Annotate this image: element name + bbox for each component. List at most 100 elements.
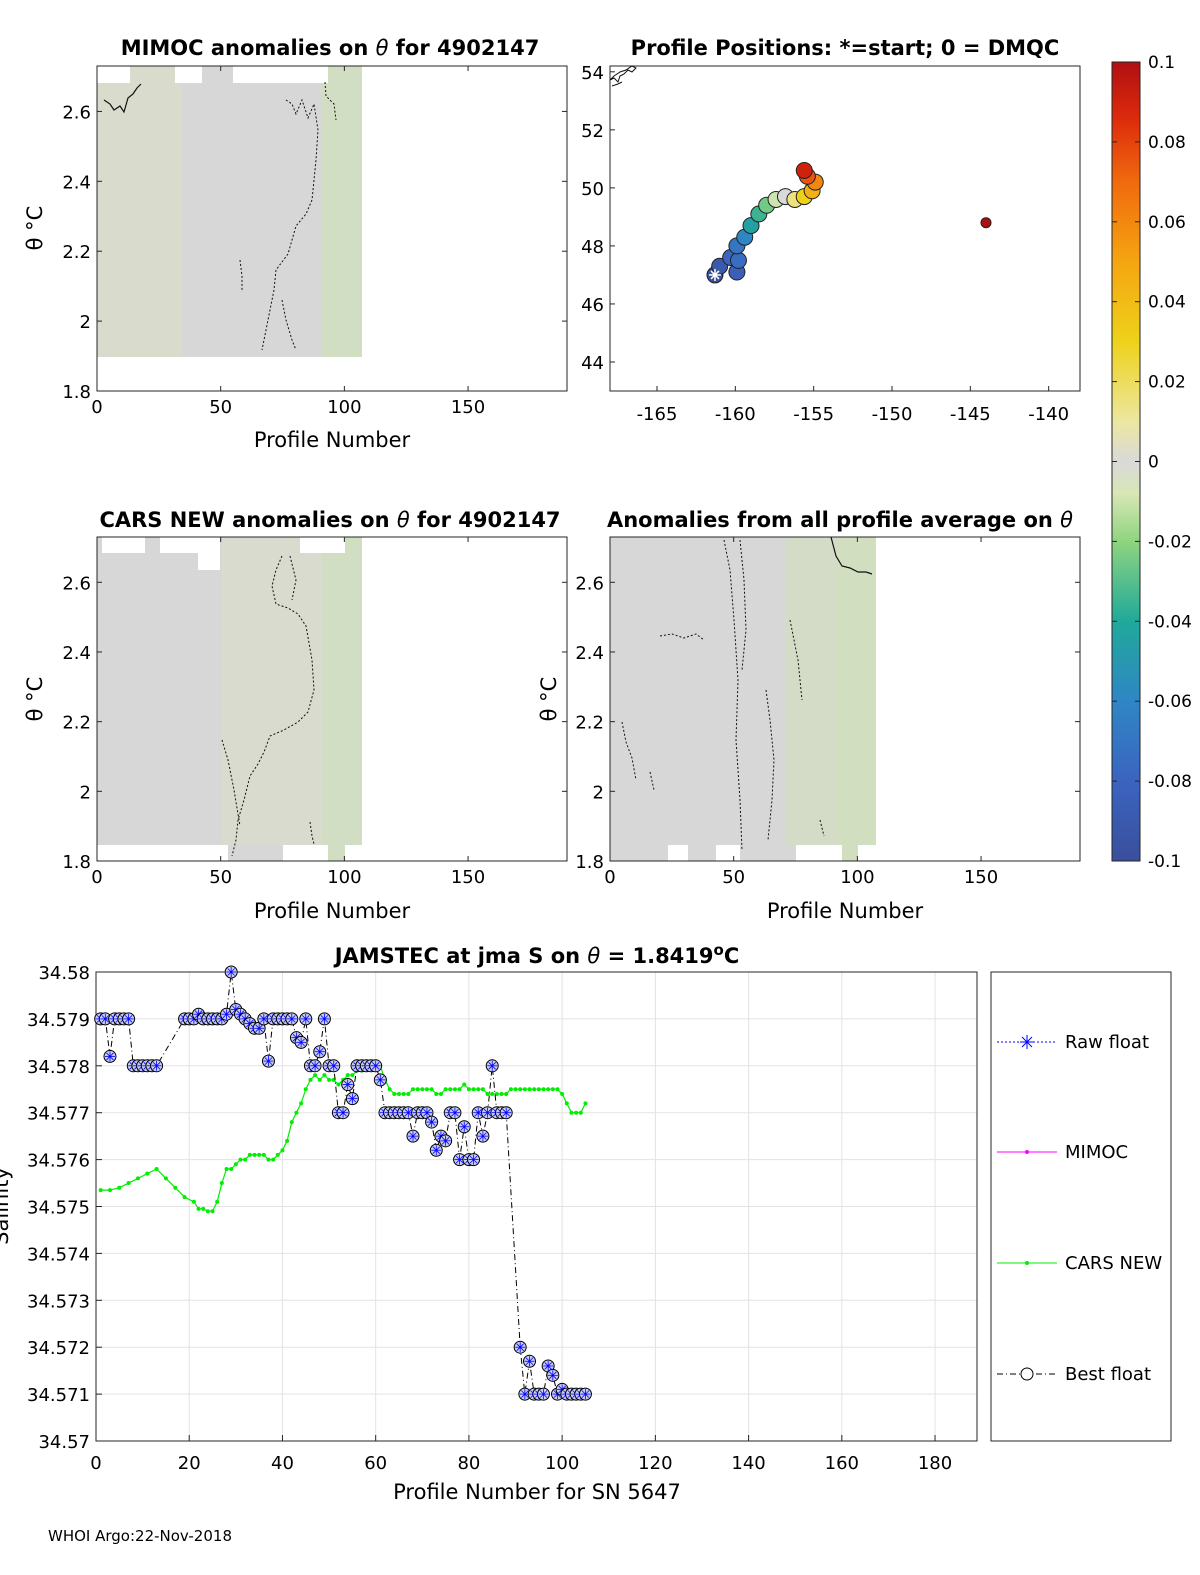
best-float-point <box>448 1106 462 1120</box>
best-float-point <box>261 1054 275 1068</box>
allavg-contour-dotted <box>621 721 637 781</box>
cars-heatmap-gap <box>102 537 145 553</box>
best-float-point <box>308 1059 322 1073</box>
x-tick-label: 150 <box>964 867 998 888</box>
cars-new-point <box>275 1152 280 1157</box>
mimoc-contour-dotted <box>324 81 337 121</box>
cars-new-point <box>420 1087 425 1092</box>
best-float-point <box>401 1106 415 1120</box>
x-tick-label: 180 <box>918 1453 952 1474</box>
cars-new-point <box>261 1152 266 1157</box>
x-tick-label: 100 <box>327 867 361 888</box>
best-float-point <box>546 1368 560 1382</box>
cars-new-point <box>424 1087 429 1092</box>
best-float-point <box>224 965 238 979</box>
cars-new-point <box>308 1077 313 1082</box>
y-tick-label: 34.573 <box>27 1291 90 1312</box>
cars-new-point <box>98 1188 103 1193</box>
colorbar-tick-label: 0.08 <box>1148 133 1186 153</box>
best-float-point <box>150 1059 164 1073</box>
x-tick-label: 50 <box>722 867 745 888</box>
cars-new-point <box>345 1073 350 1078</box>
cars-new-point <box>117 1185 122 1190</box>
allavg-title: Anomalies from all profile average on θ <box>607 508 1073 532</box>
cars-heatmap-gap <box>160 537 198 553</box>
cars-ylabel: θ °C <box>23 677 47 722</box>
positions-panel: Profile Positions: *=start; 0 = DMQC -16… <box>581 36 1081 425</box>
best-float-point <box>294 1035 308 1049</box>
allavg-heatmap-tail <box>740 845 796 861</box>
mimoc-axes-box <box>96 65 568 392</box>
cars-new-point <box>280 1148 285 1153</box>
x-tick-label: 100 <box>545 1453 579 1474</box>
x-tick-label: 0 <box>604 867 615 888</box>
mimoc-ylabel: θ °C <box>23 206 47 251</box>
best-float-point <box>341 1078 355 1092</box>
y-tick-label: 34.576 <box>27 1151 90 1172</box>
x-tick-label: -165 <box>637 404 678 425</box>
cars-new-point <box>313 1073 318 1078</box>
track-point <box>742 217 760 235</box>
salinity-xlabel: Profile Number for SN 5647 <box>393 1480 681 1504</box>
cars-new-point <box>233 1162 238 1167</box>
allavg-ticks: 0 50 100 150 1.8 2 2.2 2.4 2.6 <box>575 537 1080 888</box>
positions-ticks: -165 -160 -155 -150 -145 -140 44 46 48 50 52 54 <box>581 63 1069 425</box>
cars-new-point <box>285 1138 290 1143</box>
allavg-contour-dotted <box>739 539 747 671</box>
best-float-point <box>317 1012 331 1026</box>
y-tick-label: 34.57 <box>38 1432 90 1453</box>
cars-new-point <box>182 1195 187 1200</box>
x-tick-label: 60 <box>364 1453 387 1474</box>
x-tick-label: -140 <box>1028 404 1069 425</box>
best-float-point <box>373 1073 387 1087</box>
best-float-point <box>345 1092 359 1106</box>
best-float-point <box>485 1059 499 1073</box>
cars-new-point <box>219 1181 224 1186</box>
cars-heatmap-gap <box>300 537 345 553</box>
cars-contour-dotted <box>221 739 241 827</box>
cars-new-point <box>443 1087 448 1092</box>
mimoc-contour-solid <box>103 83 142 114</box>
cars-new-point <box>215 1199 220 1204</box>
y-tick-label: 2.4 <box>575 643 604 664</box>
allavg-heatmap-band-right <box>836 537 876 845</box>
cars-new-point <box>457 1087 462 1092</box>
cars-new-point <box>518 1087 523 1092</box>
legend-label-mimoc: MIMOC <box>1065 1142 1128 1163</box>
allavg-heatmap-tail <box>842 845 858 861</box>
x-tick-label: -155 <box>793 404 834 425</box>
cars-new-point <box>490 1091 495 1096</box>
cars-new-point <box>154 1166 159 1171</box>
best-float-point <box>499 1106 513 1120</box>
best-float-point <box>122 1012 136 1026</box>
cars-new-point <box>336 1082 341 1087</box>
salinity-legend: Raw float MIMOC CARS NEW Best float <box>990 971 1172 1442</box>
mimoc-xlabel: Profile Number <box>254 428 411 452</box>
cars-new-point <box>126 1181 131 1186</box>
best-float-point <box>513 1340 527 1354</box>
best-float-point <box>425 1115 439 1129</box>
cars-new-point <box>536 1087 541 1092</box>
cars-new-point <box>317 1077 322 1082</box>
raw-float-marker-icon <box>1020 1035 1034 1049</box>
x-tick-label: 0 <box>91 867 102 888</box>
colorbar-tick-label: -0.04 <box>1148 612 1192 632</box>
positions-title: Profile Positions: *=start; 0 = DMQC <box>631 36 1060 60</box>
best-float-point <box>369 1059 383 1073</box>
cars-new-point <box>205 1209 210 1214</box>
best-float-point <box>220 1007 234 1021</box>
x-tick-label: 150 <box>451 867 485 888</box>
x-tick-label: 160 <box>825 1453 859 1474</box>
cars-new-point <box>401 1091 406 1096</box>
cars-new-point <box>229 1166 234 1171</box>
cars-new-point <box>145 1171 150 1176</box>
allavg-heatmap-tail <box>688 845 716 861</box>
x-tick-label: 120 <box>638 1453 672 1474</box>
cars-new-point <box>299 1101 304 1106</box>
y-tick-label: 54 <box>581 63 604 84</box>
mimoc-ticks: 0 50 100 150 1.8 2 2.2 2.4 2.6 <box>62 66 567 418</box>
cars-new-point <box>247 1152 252 1157</box>
mimoc-heatmap-gap <box>233 66 328 83</box>
allavg-contour-dotted <box>723 539 743 851</box>
y-tick-label: 34.571 <box>27 1385 90 1406</box>
